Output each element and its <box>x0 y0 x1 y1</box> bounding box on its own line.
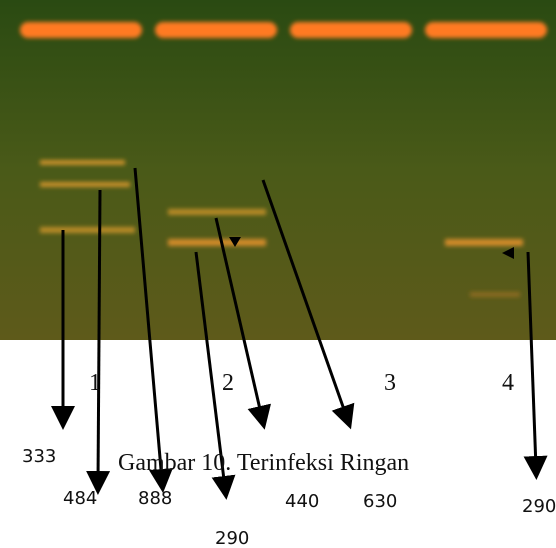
arrows <box>51 167 548 500</box>
lane-label: 1 <box>89 370 101 396</box>
size-label: 290 <box>215 528 249 548</box>
size-label: 290 <box>522 496 556 517</box>
lane-label: 4 <box>502 370 514 396</box>
gel-image <box>0 0 556 340</box>
lane-label: 2 <box>222 370 234 396</box>
size-label: 333 <box>22 446 56 467</box>
size-label: 484 <box>63 488 97 509</box>
caption: Gambar 10. Terinfeksi Ringan <box>118 450 409 476</box>
lane-label: 3 <box>384 370 396 396</box>
size-label: 630 <box>363 491 397 512</box>
size-label: 888 <box>138 488 172 509</box>
size-label: 440 <box>285 491 319 512</box>
